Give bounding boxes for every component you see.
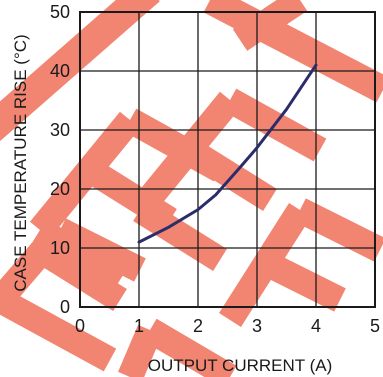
y-tick-label: 10 [50, 238, 70, 258]
x-tick-label: 5 [370, 316, 380, 336]
chart-grid [80, 12, 375, 307]
x-tick-labels: 0 1 2 3 4 5 [75, 316, 380, 336]
x-tick-label: 1 [134, 316, 144, 336]
y-axis-label: CASE TEMPERATURE RISE (°C) [11, 34, 30, 291]
y-tick-label: 20 [50, 179, 70, 199]
x-tick-label: 0 [75, 316, 85, 336]
data-series [137, 63, 318, 244]
series-line [137, 63, 318, 244]
x-tick-label: 3 [252, 316, 262, 336]
y-tick-label: 40 [50, 61, 70, 81]
y-tick-label: 30 [50, 120, 70, 140]
plot-frame [79, 11, 376, 308]
x-axis-label: OUTPUT CURRENT (A) [148, 356, 333, 375]
x-tick-label: 4 [311, 316, 321, 336]
y-tick-label: 50 [50, 2, 70, 22]
y-tick-labels: 0 10 20 30 40 50 [50, 2, 70, 317]
y-tick-label: 0 [60, 297, 70, 317]
x-tick-label: 2 [193, 316, 203, 336]
